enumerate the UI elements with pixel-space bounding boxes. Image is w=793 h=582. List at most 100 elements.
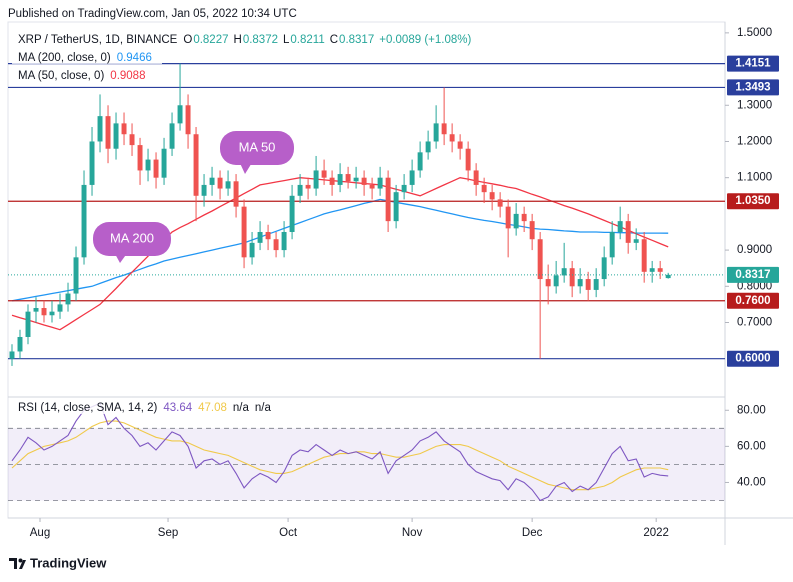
legend-text: MA (200, close, 0) xyxy=(18,52,111,64)
candle-body xyxy=(601,257,607,280)
level-label-box xyxy=(727,55,779,72)
candle-body xyxy=(313,170,319,189)
candle-body xyxy=(641,239,647,272)
candle-body xyxy=(385,177,391,222)
candle-body xyxy=(9,351,15,359)
y-tick-label: 60.00 xyxy=(737,440,766,452)
candle-body xyxy=(201,184,207,196)
legend-backdrop xyxy=(12,70,162,82)
candle-body xyxy=(353,177,359,182)
legend-backdrop xyxy=(12,33,482,45)
candle-body xyxy=(81,184,87,258)
candle-body xyxy=(361,177,367,185)
legend-text: n/a xyxy=(255,402,272,414)
level-label-box xyxy=(727,350,779,367)
candle-body xyxy=(289,195,295,232)
logo-mark xyxy=(9,558,17,569)
y-tick-label: 40.00 xyxy=(737,476,766,488)
candle-body xyxy=(449,134,455,142)
legend-backdrop xyxy=(12,52,162,64)
candle-body xyxy=(505,206,511,229)
legend-text: H xyxy=(234,34,242,46)
candle-body xyxy=(217,177,223,189)
candle-body xyxy=(513,213,519,229)
legend-text: MA (50, close, 0) xyxy=(18,70,104,82)
candle-body xyxy=(329,177,335,185)
candle-body xyxy=(649,268,655,272)
candle-body xyxy=(553,275,559,287)
annotation-text: MA 50 xyxy=(239,139,276,154)
y-tick-label: 1.1000 xyxy=(737,172,772,184)
candle-body xyxy=(145,159,151,171)
candle-body xyxy=(105,116,111,149)
publish-note: Published on TradingView.com, Jan 05, 20… xyxy=(8,8,297,20)
y-tick-label: 1.3000 xyxy=(737,99,772,111)
candle-body xyxy=(177,105,183,124)
x-tick-label: Nov xyxy=(402,527,423,539)
candle-body xyxy=(25,311,31,337)
candle-body xyxy=(561,268,567,276)
candle-body xyxy=(481,184,487,193)
logo-dot xyxy=(18,558,23,563)
legend-text: 0.9088 xyxy=(110,70,145,82)
level-label-box xyxy=(727,193,779,210)
candle-body xyxy=(41,308,47,316)
candle-body xyxy=(321,170,327,178)
level-label: 1.0350 xyxy=(735,195,770,207)
candle-body xyxy=(169,123,175,149)
candle-body xyxy=(97,116,103,142)
x-tick-label: Sep xyxy=(158,527,178,539)
legend-text: 47.08 xyxy=(198,402,227,414)
candle-body xyxy=(537,239,543,280)
y-tick-label: 1.5000 xyxy=(737,27,772,39)
candle-body xyxy=(633,239,639,243)
candle-body xyxy=(233,181,239,207)
last-price-box xyxy=(727,266,779,283)
candle-body xyxy=(193,134,199,196)
candle-body xyxy=(265,231,271,240)
candle-body xyxy=(73,257,79,294)
candle-body xyxy=(545,279,551,287)
candle-body xyxy=(57,304,63,312)
candle-body xyxy=(521,213,527,222)
legend-text: 0.8227 xyxy=(193,34,228,46)
candle-body xyxy=(161,148,167,178)
candle-body xyxy=(657,268,663,272)
candle-body xyxy=(249,242,255,258)
candle-body xyxy=(609,231,615,258)
level-label-box xyxy=(727,79,779,96)
rsi-band xyxy=(8,428,725,501)
y-tick-label: 0.7000 xyxy=(737,317,772,329)
candle-body xyxy=(585,279,591,290)
candle-body xyxy=(129,134,135,146)
legend-text: XRP / TetherUS, 1D, BINANCE xyxy=(18,34,178,46)
legend-text: C xyxy=(330,34,338,46)
legend-text: O xyxy=(183,34,192,46)
candle-body xyxy=(49,311,55,316)
annotation-bubble xyxy=(93,222,171,256)
level-label: 0.7600 xyxy=(735,295,770,307)
legend-text: 0.9466 xyxy=(117,52,152,64)
x-tick-label: Dec xyxy=(522,527,543,539)
tradingview-logo xyxy=(9,558,26,569)
rsi-line xyxy=(11,420,669,491)
y-tick-label: 0.9000 xyxy=(737,244,772,256)
candle-body xyxy=(577,279,583,287)
candle-body xyxy=(153,159,159,178)
candle-body xyxy=(409,170,415,185)
candle-body xyxy=(457,141,463,149)
candle-body xyxy=(113,123,119,149)
y-tick-label: 80.00 xyxy=(737,404,766,416)
x-tick-label: Oct xyxy=(279,527,298,539)
candle-body xyxy=(377,177,383,189)
level-label: 1.3493 xyxy=(735,81,770,93)
moving-average-line xyxy=(11,198,669,302)
legend-text: RSI (14, close, SMA, 14, 2) xyxy=(18,402,158,414)
annotation-bubble xyxy=(220,131,294,165)
candle-body xyxy=(441,123,447,135)
legend-text: 0.8211 xyxy=(290,34,324,46)
legend-text: 0.8317 xyxy=(339,34,374,46)
candle-body xyxy=(465,148,471,171)
candle-body xyxy=(185,105,191,135)
